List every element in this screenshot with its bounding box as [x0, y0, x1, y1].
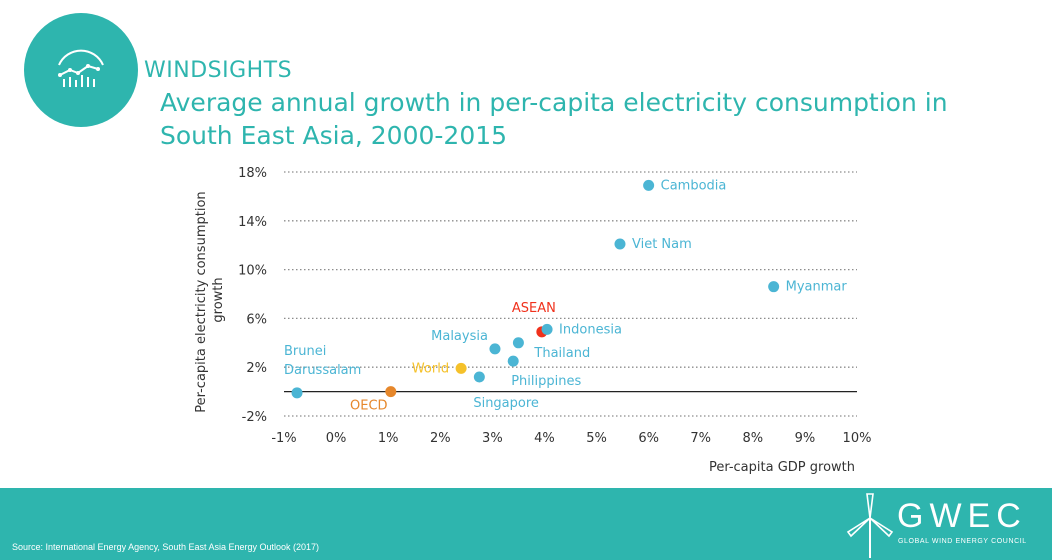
y-axis-title: Per-capita electricity consumption growt…: [194, 187, 226, 413]
windsights-badge: [24, 13, 138, 127]
point-cambodia: [643, 179, 655, 191]
y-tick-label: 6%: [246, 312, 267, 327]
x-tick-label: 3%: [482, 431, 503, 446]
x-tick-label: 8%: [743, 431, 764, 446]
gwec-logo-word: GWEC: [897, 497, 1027, 535]
label-asean: ASEAN: [512, 301, 556, 316]
y-tick-label: 10%: [238, 264, 267, 279]
footer-bar: Source: International Energy Agency, Sou…: [0, 488, 1052, 560]
y-tick-label: 2%: [246, 361, 267, 376]
label-world: World: [412, 361, 449, 376]
brand-name: WINDSIGHTS: [144, 58, 293, 83]
scatter-chart: 18% 14% 10% 6% 2% -2% -1% 0% 1% 2% 3% 4% 5% 6% 7% 8% 9%…: [194, 166, 871, 475]
label-cambodia: Cambodia: [661, 178, 727, 193]
x-tick-label: 10%: [843, 431, 872, 446]
x-tick-label: 1%: [378, 431, 399, 446]
y-tick-label: -2%: [242, 410, 267, 425]
point-thailand: [512, 337, 524, 349]
point-myanmar: [768, 281, 780, 293]
page-title: Average annual growth in per-capita elec…: [160, 86, 1020, 152]
point-indonesia: [541, 323, 553, 335]
x-tick-label: 2%: [430, 431, 451, 446]
label-indonesia: Indonesia: [559, 322, 622, 337]
x-tick-label: 7%: [690, 431, 711, 446]
source-note: Source: International Energy Agency, Sou…: [12, 542, 320, 552]
label-malaysia: Malaysia: [431, 329, 488, 344]
label-oecd: OECD: [350, 399, 388, 414]
point-viet-nam: [614, 238, 626, 250]
data-points: [291, 179, 780, 399]
y-tick-label: 14%: [238, 215, 267, 230]
label-philippines: Philippines: [511, 374, 581, 389]
label-brunei-darussalam: Brunei Darussalam: [284, 344, 361, 378]
label-myanmar: Myanmar: [786, 280, 848, 295]
point-malaysia: [489, 343, 501, 355]
x-tick-label: 4%: [534, 431, 555, 446]
point-brunei-darussalam: [291, 387, 303, 399]
gwec-logo-subtitle: GLOBAL WIND ENERGY COUNCIL: [898, 538, 1027, 545]
point-philippines: [507, 355, 519, 367]
x-axis-title: Per-capita GDP growth: [709, 460, 855, 475]
wind-turbine-icon: [846, 493, 894, 558]
x-tick-label: -1%: [271, 431, 296, 446]
x-tick-label: 6%: [638, 431, 659, 446]
x-tick-label: 9%: [795, 431, 816, 446]
label-thailand: Thailand: [533, 346, 590, 361]
point-singapore: [473, 371, 485, 383]
grid-lines: [284, 171, 857, 417]
title-line-1: Average annual growth in per-capita elec…: [160, 88, 948, 117]
title-line-2: South East Asia, 2000-2015: [160, 121, 508, 150]
analytics-icon: [58, 49, 104, 87]
x-tick-label: 5%: [586, 431, 607, 446]
y-axis-ticks: 18% 14% 10% 6% 2% -2%: [238, 166, 267, 425]
label-singapore: Singapore: [473, 396, 539, 411]
point-oecd: [385, 386, 397, 398]
y-tick-label: 18%: [238, 166, 267, 181]
x-axis-ticks: -1% 0% 1% 2% 3% 4% 5% 6% 7% 8% 9% 10%: [271, 431, 871, 446]
label-viet-nam: Viet Nam: [632, 237, 692, 252]
x-tick-label: 0%: [326, 431, 347, 446]
point-world: [455, 362, 467, 374]
